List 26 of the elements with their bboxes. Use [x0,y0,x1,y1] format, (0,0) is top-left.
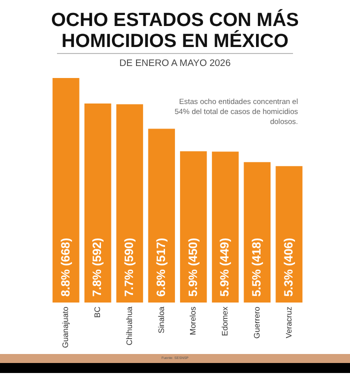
x-tick-label: Edomex [220,306,230,336]
bar [52,78,80,303]
data-label: 7.8% (592) [90,238,104,297]
x-tick-label: Guanajuato [61,306,70,348]
data-label: 5.5% (418) [250,238,264,297]
chart-subtitle: DE ENERO A MAYO 2026 [118,58,232,69]
bar [84,104,112,303]
x-tick-label: Morelos [188,306,198,336]
data-label: 8.8% (668) [58,238,72,297]
chart-title: OCHO ESTADOS CON MÁS HOMICIDIOS EN MÉXICO [50,10,300,52]
x-tick-label: Sinaloa [156,306,166,334]
data-label: 5.9% (450) [186,238,200,297]
bar [244,162,271,303]
bar [276,166,302,303]
x-tick-label: Guerrero [252,306,262,339]
x-tick-label: BC [93,306,102,318]
data-label: 6.8% (517) [154,238,168,297]
bar [148,128,175,303]
bar [180,151,207,303]
x-tick-label: Veracruz [284,306,294,338]
x-tick-label: Chihuahua [124,306,134,346]
bar [212,152,239,303]
data-label: 7.7% (590) [122,238,136,297]
data-label: 5.9% (449) [218,238,232,297]
data-label: 5.3% (406) [281,238,296,297]
bar [116,104,144,303]
